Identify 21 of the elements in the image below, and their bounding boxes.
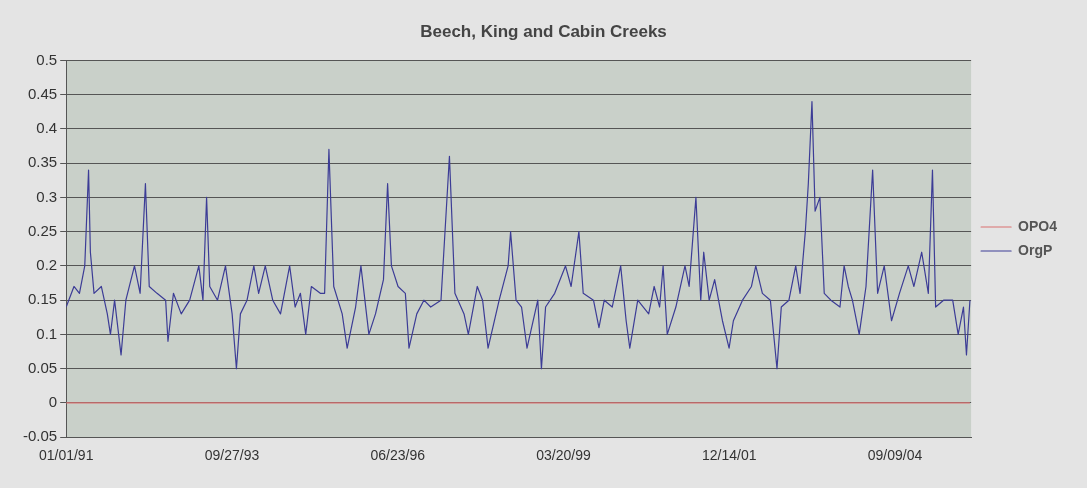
y-tick-label: 0.2 [36,256,58,274]
y-tick-label: -0.05 [22,427,58,445]
y-tick-label: 0.1 [36,324,58,342]
y-tick-label: 0.45 [27,84,58,102]
x-tick-label: 09/09/04 [867,447,923,464]
y-tick-label: 0.4 [36,119,58,137]
y-tick-label: 0.05 [27,358,58,376]
x-tick-label: 12/14/01 [702,447,757,464]
y-tick-label: 0 [48,393,58,411]
y-tick-label: 0.25 [27,221,58,239]
legend-label: OPO4 [1018,217,1058,234]
y-tick-label: 0.5 [36,50,58,68]
x-tick-label: 09/27/93 [204,447,260,464]
y-tick-label: 0.35 [27,153,58,171]
x-tick-label: 03/20/99 [536,447,591,464]
chart-title: Beech, King and Cabin Creeks [420,21,667,41]
x-tick-label: 01/01/91 [38,447,94,464]
legend-label: OrgP [1018,241,1053,258]
y-tick-label: 0.15 [27,290,58,308]
x-tick-label: 06/23/96 [370,447,426,464]
y-tick-label: 0.3 [36,187,58,205]
